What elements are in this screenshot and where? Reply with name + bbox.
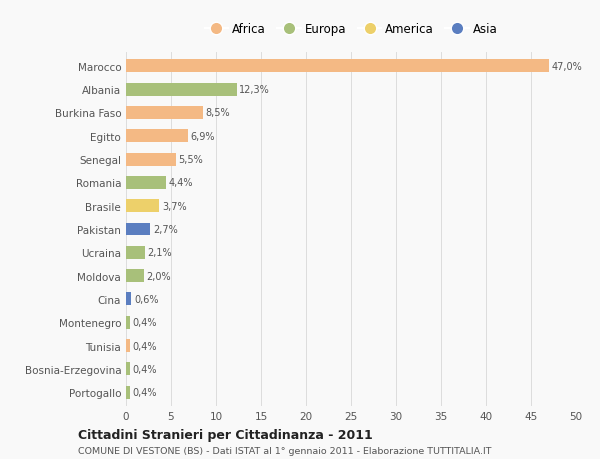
Bar (126, 316, 130, 329)
Bar (126, 107, 203, 120)
Bar (126, 246, 145, 259)
Bar (126, 363, 130, 375)
Text: 2,1%: 2,1% (148, 248, 172, 258)
Text: 0,4%: 0,4% (133, 364, 157, 374)
Bar (126, 293, 131, 306)
Text: 4,4%: 4,4% (168, 178, 193, 188)
Bar (126, 130, 188, 143)
Text: Cittadini Stranieri per Cittadinanza - 2011: Cittadini Stranieri per Cittadinanza - 2… (78, 428, 373, 442)
Bar (126, 223, 151, 236)
Text: 47,0%: 47,0% (552, 62, 583, 72)
Bar (126, 60, 549, 73)
Text: 3,7%: 3,7% (162, 201, 187, 211)
Bar (126, 269, 144, 282)
Bar (126, 339, 130, 352)
Bar (126, 177, 166, 190)
Text: 5,5%: 5,5% (178, 155, 203, 165)
Text: 2,7%: 2,7% (153, 224, 178, 235)
Bar (126, 386, 130, 399)
Text: 0,4%: 0,4% (133, 387, 157, 397)
Text: 2,0%: 2,0% (146, 271, 172, 281)
Text: COMUNE DI VESTONE (BS) - Dati ISTAT al 1° gennaio 2011 - Elaborazione TUTTITALIA: COMUNE DI VESTONE (BS) - Dati ISTAT al 1… (78, 447, 491, 455)
Legend: Africa, Europa, America, Asia: Africa, Europa, America, Asia (205, 23, 497, 36)
Bar (126, 200, 160, 213)
Text: 6,9%: 6,9% (191, 131, 215, 141)
Text: 0,4%: 0,4% (133, 341, 157, 351)
Bar (126, 153, 176, 166)
Text: 0,6%: 0,6% (134, 294, 158, 304)
Text: 12,3%: 12,3% (239, 85, 270, 95)
Text: 8,5%: 8,5% (205, 108, 230, 118)
Text: 0,4%: 0,4% (133, 318, 157, 328)
Bar (126, 84, 236, 96)
